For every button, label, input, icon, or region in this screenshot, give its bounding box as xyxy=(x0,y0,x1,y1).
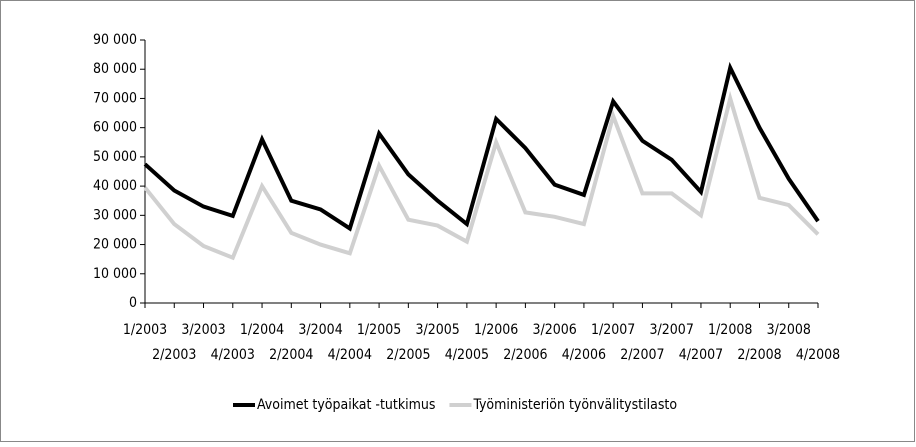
x-tick-label: 3/2005 xyxy=(415,322,459,338)
y-tick-label: 20 000 xyxy=(93,237,137,253)
y-tick-label: 10 000 xyxy=(93,266,137,282)
x-tick-label: 4/2006 xyxy=(562,347,606,363)
x-tick-label: 4/2007 xyxy=(679,347,723,363)
y-tick-label: 90 000 xyxy=(93,32,137,48)
x-tick-label: 4/2004 xyxy=(328,347,372,363)
y-tick-label: 50 000 xyxy=(93,149,137,165)
x-tick-label: 2/2006 xyxy=(503,347,547,363)
x-tick-label: 3/2008 xyxy=(767,322,811,338)
x-tick-label: 2/2005 xyxy=(386,347,430,363)
x-tick-label: 1/2004 xyxy=(240,322,284,338)
x-tick-label: 2/2003 xyxy=(152,347,196,363)
x-tick-label: 4/2003 xyxy=(211,347,255,363)
x-tick-label: 2/2007 xyxy=(620,347,664,363)
y-tick-label: 40 000 xyxy=(93,178,137,194)
x-tick-label: 2/2008 xyxy=(737,347,781,363)
x-tick-label: 4/2008 xyxy=(796,347,840,363)
x-tick-label: 2/2004 xyxy=(269,347,313,363)
y-tick-label: 30 000 xyxy=(93,207,137,223)
y-tick-label: 80 000 xyxy=(93,61,137,77)
legend-label: Avoimet työpaikat -tutkimus xyxy=(257,397,435,413)
x-tick-label: 3/2004 xyxy=(298,322,342,338)
legend-label: Työministeriön työnvälitystilasto xyxy=(472,397,677,413)
x-tick-label: 3/2003 xyxy=(181,322,225,338)
y-tick-label: 60 000 xyxy=(93,120,137,136)
line-series xyxy=(143,90,820,261)
y-tick-label: 0 xyxy=(129,295,137,311)
line-series xyxy=(143,61,820,232)
x-tick-label: 1/2008 xyxy=(708,322,752,338)
x-tick-label: 1/2007 xyxy=(591,322,635,338)
y-tick-label: 70 000 xyxy=(93,90,137,106)
x-tick-label: 3/2007 xyxy=(650,322,694,338)
x-tick-label: 1/2003 xyxy=(123,322,167,338)
x-tick-label: 3/2006 xyxy=(532,322,576,338)
x-tick-label: 1/2006 xyxy=(474,322,518,338)
x-tick-label: 4/2005 xyxy=(445,347,489,363)
x-tick-label: 1/2005 xyxy=(357,322,401,338)
